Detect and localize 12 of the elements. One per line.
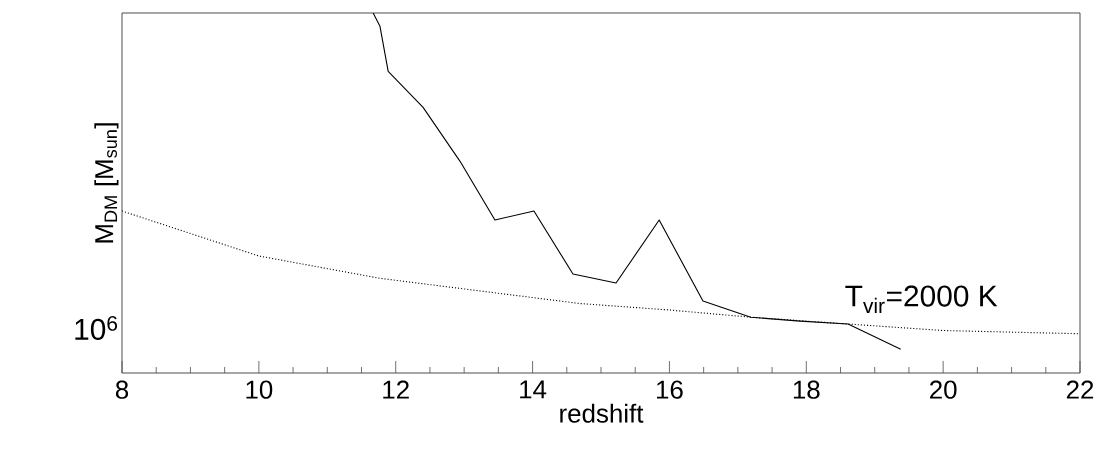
x-tick-label: 18 bbox=[793, 380, 820, 399]
x-tick-label: 22 bbox=[1066, 380, 1094, 399]
x-tick-label: 8 bbox=[115, 380, 129, 399]
x-tick-label: 16 bbox=[657, 380, 683, 399]
x-tick-label: 10 bbox=[246, 380, 273, 399]
text: 10$^{6}$ bbox=[75, 316, 118, 340]
series-label: T$_{vir}$=2000 K bbox=[845, 285, 998, 313]
y-axis-title: M$_{DM}$ [M$_{sun}$] bbox=[94, 123, 119, 243]
x-tick-label: 20 bbox=[930, 380, 957, 399]
x-axis-title: redshift bbox=[560, 403, 644, 423]
x-tick-label: 14 bbox=[520, 380, 547, 399]
x-tick-label: 12 bbox=[383, 380, 409, 399]
